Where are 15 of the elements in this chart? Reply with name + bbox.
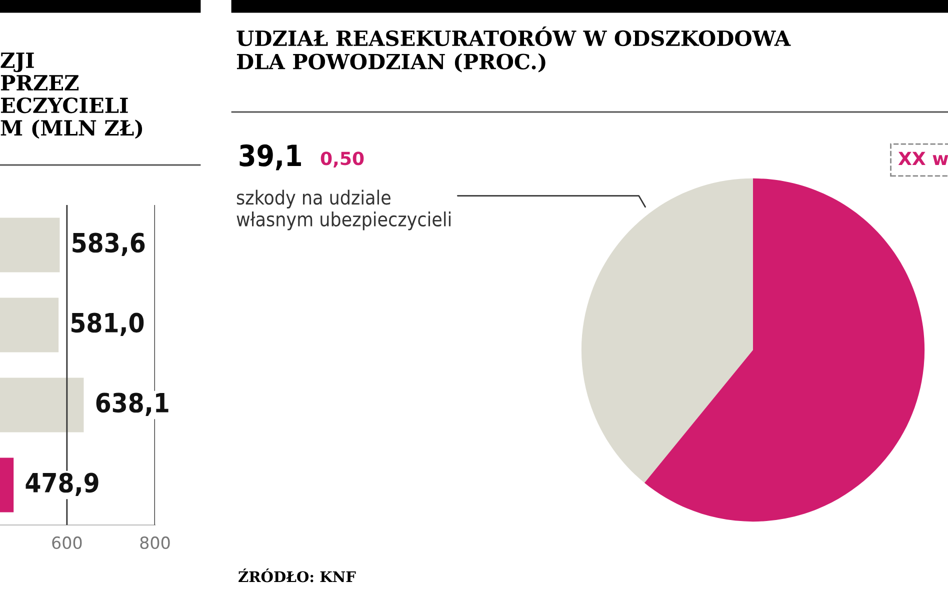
- text: 0,50: [320, 152, 364, 168]
- pie-slice: [581, 178, 753, 483]
- text: XX w: [898, 152, 948, 165]
- data-label: 638,1: [96, 392, 168, 416]
- pie-slice: [644, 178, 925, 522]
- chart-title: ZJI PRZEZ ECZYCIELI M (MLN ZŁ): [0, 52, 142, 139]
- chart-title: UDZIAŁ REASEKURATORÓW W ODSZKODOWA DLA POWODZIAN (PROC.): [236, 26, 791, 72]
- data-label: 39,1: [240, 144, 301, 170]
- slice-label: szkody na udziale własnym ubezpieczycieli: [236, 190, 450, 230]
- data-label: 478,9: [26, 472, 98, 496]
- data-label: 583,6: [72, 232, 145, 256]
- data-label: 581,0: [72, 312, 144, 336]
- x-tick-label: 800: [140, 536, 170, 550]
- text: ŹRÓDŁO: KNF: [238, 568, 356, 582]
- x-tick-label: 600: [52, 536, 82, 550]
